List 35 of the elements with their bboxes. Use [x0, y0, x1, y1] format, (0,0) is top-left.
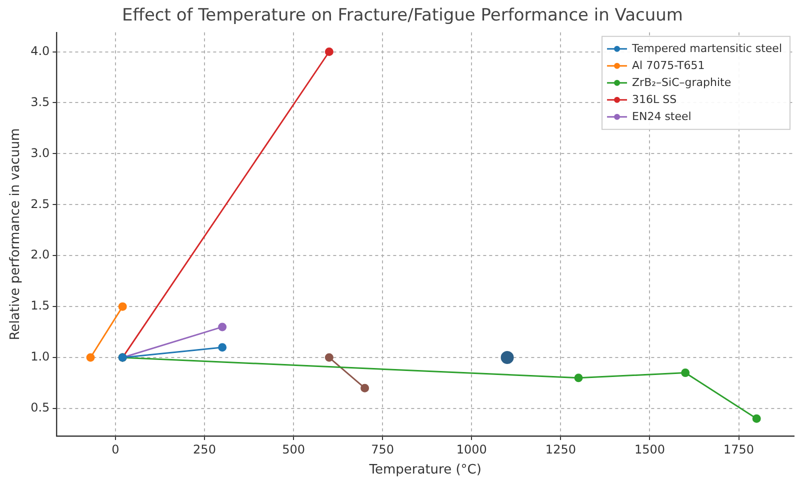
point — [681, 368, 690, 378]
x-tick-label: 500 — [282, 442, 306, 456]
y-tick-label: 2.0 — [30, 248, 50, 262]
point — [86, 353, 95, 362]
x-tick-label: 1000 — [456, 442, 487, 456]
point — [574, 374, 583, 382]
point — [324, 48, 334, 56]
legend-label: ZrB₂–SiC–graphite — [632, 76, 732, 89]
point — [324, 353, 334, 362]
point — [218, 343, 227, 352]
y-tick-label: 1.0 — [30, 350, 50, 364]
x-tick-label: 1750 — [724, 442, 754, 456]
x-tick-label: 750 — [371, 442, 394, 456]
point — [218, 322, 227, 332]
y-axis-title: Relative performance in vacuum — [8, 128, 24, 340]
point — [118, 302, 127, 311]
x-tick-label: 1500 — [634, 442, 666, 456]
y-tick-label: 4.0 — [30, 44, 50, 58]
y-tick-label: 3.0 — [30, 146, 50, 160]
point — [360, 384, 370, 392]
legend-label: Tempered martensitic steel — [631, 42, 782, 55]
x-tick-label: 0 — [112, 442, 120, 456]
y-tick-label: 3.5 — [30, 94, 50, 109]
legend-label: 316L SS — [632, 92, 677, 106]
legend-label: Al 7075-T651 — [632, 58, 705, 72]
x-axis-title: Temperature (°C) — [368, 462, 482, 478]
legend-label: EN24 steel — [632, 110, 692, 123]
point — [500, 351, 514, 364]
y-tick-label: 2.5 — [30, 196, 50, 211]
y-tick-label: 0.5 — [30, 400, 50, 415]
x-tick-label: 250 — [193, 442, 216, 456]
point — [752, 414, 761, 423]
chart-title: Effect of Temperature on Fracture/Fatigue Performance in Vacuum — [122, 6, 683, 26]
x-tick-label: 1250 — [545, 442, 576, 456]
y-tick-label: 1.5 — [30, 298, 50, 313]
